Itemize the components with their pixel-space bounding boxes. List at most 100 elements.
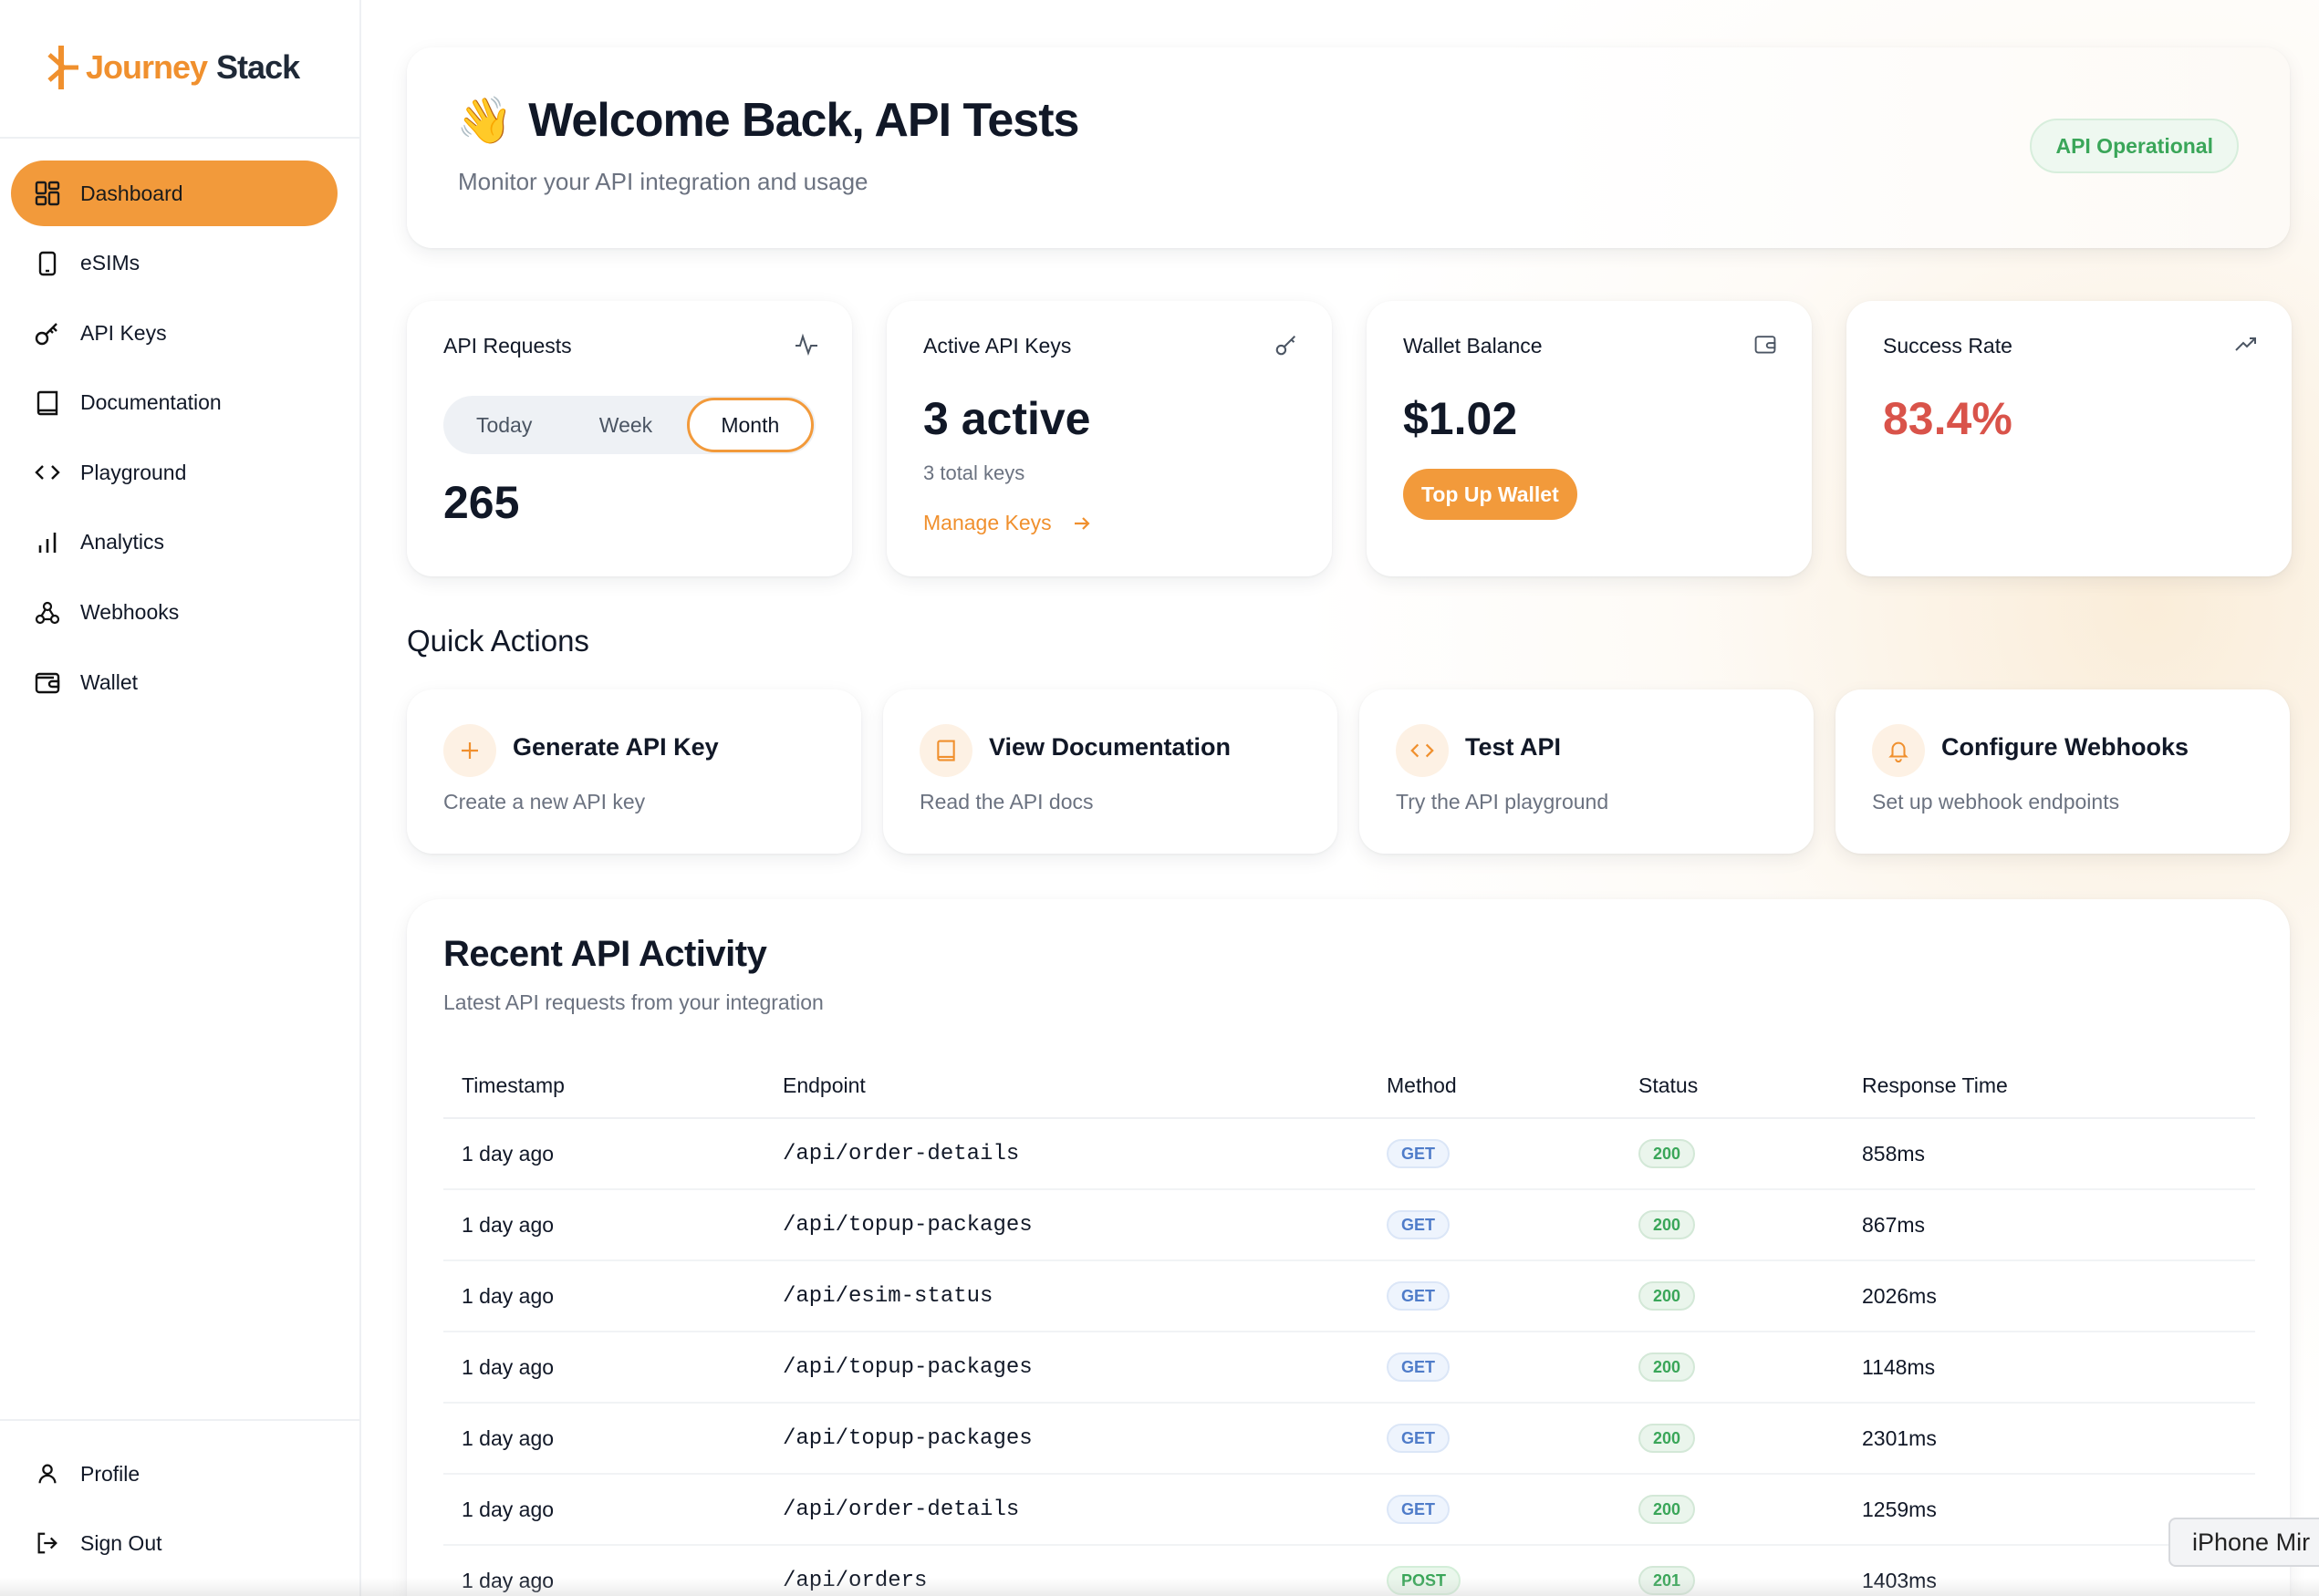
recent-activity-card: Recent API Activity Latest API requests … xyxy=(407,899,2290,1596)
recent-activity-subtitle: Latest API requests from your integratio… xyxy=(443,990,824,1014)
quick-action-test-api[interactable]: Test API Try the API playground xyxy=(1359,689,1814,854)
cell-status: 200 xyxy=(1620,1474,1844,1546)
table-row[interactable]: 1 day ago /api/orders POST 201 1403ms xyxy=(443,1545,2255,1596)
sidebar-item-dashboard[interactable]: Dashboard xyxy=(11,161,338,226)
cell-response-time: 1148ms xyxy=(1844,1332,2255,1404)
sidebar-item-sign-out[interactable]: Sign Out xyxy=(11,1510,338,1576)
status-code-badge: 200 xyxy=(1638,1352,1696,1382)
sidebar-item-label: Profile xyxy=(80,1461,140,1486)
sidebar-item-label: Playground xyxy=(80,460,187,484)
sidebar-item-label: Dashboard xyxy=(80,181,183,205)
api-requests-value: 265 xyxy=(443,477,520,528)
code-icon xyxy=(1396,724,1449,777)
cell-timestamp: 1 day ago xyxy=(443,1189,764,1261)
tab-today[interactable]: Today xyxy=(475,413,533,437)
quick-action-view-documentation[interactable]: View Documentation Read the API docs xyxy=(883,689,1337,854)
time-range-toggle: Today Week Month xyxy=(443,396,816,454)
brand-logo[interactable]: Journey Stack xyxy=(46,40,300,95)
bottom-edge-shadow xyxy=(0,1578,2319,1596)
sidebar-item-label: Webhooks xyxy=(80,600,180,625)
sidebar-item-wallet[interactable]: Wallet xyxy=(11,649,338,715)
cell-timestamp: 1 day ago xyxy=(443,1545,764,1596)
method-badge: GET xyxy=(1387,1424,1451,1453)
cell-response-time: 2026ms xyxy=(1844,1260,2255,1332)
bar-chart-icon xyxy=(33,528,62,557)
sidebar-divider-top xyxy=(0,137,359,139)
sidebar-item-esims[interactable]: eSIMs xyxy=(11,231,338,296)
cell-timestamp: 1 day ago xyxy=(443,1474,764,1546)
cell-timestamp: 1 day ago xyxy=(443,1260,764,1332)
quick-action-desc: Try the API playground xyxy=(1396,790,1609,814)
phone-icon xyxy=(33,249,62,278)
tab-week[interactable]: Week xyxy=(598,413,653,437)
quick-action-configure-webhooks[interactable]: Configure Webhooks Set up webhook endpoi… xyxy=(1835,689,2290,854)
sidebar-nav: Dashboard eSIMs API Keys Documentation P… xyxy=(11,161,338,720)
iphone-mirroring-tooltip[interactable]: iPhone Mir xyxy=(2168,1518,2319,1567)
key-icon xyxy=(33,318,62,347)
key-icon xyxy=(1274,332,1299,358)
quick-actions-heading: Quick Actions xyxy=(407,624,589,658)
cell-status: 200 xyxy=(1620,1332,1844,1404)
page-title: 👋 Welcome Back, API Tests xyxy=(456,93,1079,148)
cell-endpoint: /api/topup-packages xyxy=(764,1332,1368,1404)
table-row[interactable]: 1 day ago /api/topup-packages GET 200 23… xyxy=(443,1403,2255,1475)
sidebar-item-profile[interactable]: Profile xyxy=(11,1441,338,1507)
cell-status: 200 xyxy=(1620,1189,1844,1261)
brand-name-part1: Journey xyxy=(86,48,208,86)
sidebar-item-label: Wallet xyxy=(80,669,139,694)
cell-status: 200 xyxy=(1620,1260,1844,1332)
wallet-balance-value: $1.02 xyxy=(1403,393,1518,444)
sidebar-divider-bottom xyxy=(0,1419,359,1421)
cell-endpoint: /api/order-details xyxy=(764,1474,1368,1546)
table-row[interactable]: 1 day ago /api/topup-packages GET 200 11… xyxy=(443,1332,2255,1404)
cell-endpoint: /api/topup-packages xyxy=(764,1403,1368,1475)
table-row[interactable]: 1 day ago /api/order-details GET 200 125… xyxy=(443,1474,2255,1546)
arrow-right-icon xyxy=(1072,513,1092,534)
active-keys-value: 3 active xyxy=(923,393,1091,444)
bell-icon xyxy=(1872,724,1925,777)
stat-label: Active API Keys xyxy=(923,334,1072,358)
column-header-method: Method xyxy=(1368,1054,1620,1119)
quick-action-desc: Create a new API key xyxy=(443,790,646,814)
method-badge: GET xyxy=(1387,1352,1451,1382)
method-badge: POST xyxy=(1387,1566,1461,1595)
manage-keys-label: Manage Keys xyxy=(923,511,1052,534)
cell-method: POST xyxy=(1368,1545,1620,1596)
status-code-badge: 201 xyxy=(1638,1566,1696,1595)
table-row[interactable]: 1 day ago /api/esim-status GET 200 2026m… xyxy=(443,1260,2255,1332)
cell-endpoint: /api/topup-packages xyxy=(764,1189,1368,1261)
sidebar-item-webhooks[interactable]: Webhooks xyxy=(11,580,338,646)
cell-response-time: 2301ms xyxy=(1844,1403,2255,1475)
table-row[interactable]: 1 day ago /api/topup-packages GET 200 86… xyxy=(443,1189,2255,1261)
stat-label: Success Rate xyxy=(1883,334,2012,358)
logo-mark-icon xyxy=(46,42,82,93)
wallet-icon xyxy=(1753,332,1779,358)
quick-action-title: Test API xyxy=(1465,733,1562,761)
cell-status: 201 xyxy=(1620,1545,1844,1596)
sidebar-item-label: API Keys xyxy=(80,320,167,345)
sidebar-item-label: Documentation xyxy=(80,390,222,415)
column-header-endpoint: Endpoint xyxy=(764,1054,1368,1119)
quick-action-title: Configure Webhooks xyxy=(1941,733,2189,761)
success-rate-value: 83.4% xyxy=(1883,393,2012,444)
manage-keys-link[interactable]: Manage Keys xyxy=(923,511,1092,535)
column-header-timestamp: Timestamp xyxy=(443,1054,764,1119)
cell-timestamp: 1 day ago xyxy=(443,1332,764,1404)
sidebar-item-api-keys[interactable]: API Keys xyxy=(11,300,338,366)
cell-endpoint: /api/orders xyxy=(764,1545,1368,1596)
table-row[interactable]: 1 day ago /api/order-details GET 200 858… xyxy=(443,1118,2255,1190)
status-code-badge: 200 xyxy=(1638,1424,1696,1453)
method-badge: GET xyxy=(1387,1281,1451,1311)
tab-month[interactable]: Month xyxy=(686,398,814,452)
sidebar-item-label: Analytics xyxy=(80,530,165,554)
top-up-wallet-button[interactable]: Top Up Wallet xyxy=(1403,469,1577,520)
method-badge: GET xyxy=(1387,1495,1451,1524)
active-keys-card: Active API Keys 3 active 3 total keys Ma… xyxy=(887,301,1332,576)
cell-status: 200 xyxy=(1620,1403,1844,1475)
sidebar-item-analytics[interactable]: Analytics xyxy=(11,510,338,575)
success-rate-card: Success Rate 83.4% xyxy=(1846,301,2292,576)
quick-action-generate-api-key[interactable]: Generate API Key Create a new API key xyxy=(407,689,861,854)
status-code-badge: 200 xyxy=(1638,1281,1696,1311)
sidebar-item-playground[interactable]: Playground xyxy=(11,440,338,505)
sidebar-item-documentation[interactable]: Documentation xyxy=(11,370,338,436)
